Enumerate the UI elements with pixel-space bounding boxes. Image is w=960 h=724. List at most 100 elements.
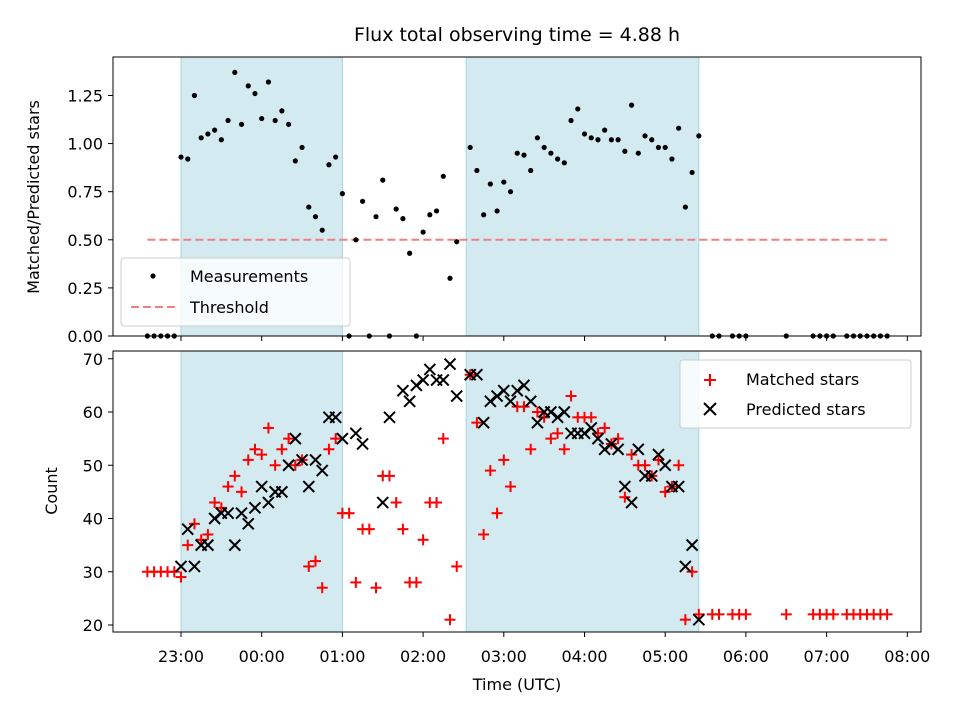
matched-star-point — [525, 443, 537, 455]
predicted-star-point — [329, 411, 342, 424]
matched-star-point — [478, 528, 490, 540]
predicted-star-point — [531, 416, 544, 429]
matched-star-point — [827, 608, 839, 620]
top-plot-frame — [112, 56, 922, 337]
matched-star-point — [168, 566, 180, 578]
matched-star-point — [289, 459, 301, 471]
predicted-star-point — [262, 496, 275, 509]
measurement-point — [635, 150, 641, 156]
measurement-point — [286, 121, 292, 127]
predicted-star-point — [174, 560, 188, 573]
predicted-star-point — [645, 469, 658, 483]
bottom-y-tick-label: 70 — [83, 350, 103, 369]
measurement-point — [514, 150, 520, 156]
predicted-star-point — [289, 432, 302, 445]
predicted-star-point — [349, 427, 363, 440]
bottom-y-tick-label: 40 — [83, 510, 103, 529]
predicted-star-point — [201, 538, 215, 552]
top-x-axis-ticks — [180, 336, 908, 341]
matched-star-point — [262, 422, 274, 434]
matched-star-point — [626, 449, 638, 461]
measurement-point — [595, 137, 601, 143]
matched-star-point — [545, 433, 557, 445]
measurement-point — [312, 214, 319, 220]
measurement-point — [359, 198, 366, 204]
matched-star-point — [316, 582, 328, 594]
measurement-point — [339, 191, 345, 197]
matched-star-point — [410, 576, 422, 588]
predicted-star-point — [228, 538, 242, 552]
bottom-legend: Matched stars Predicted stars — [679, 359, 912, 429]
matched-star-point — [195, 534, 207, 546]
matched-star-point — [350, 576, 362, 588]
predicted-star-point — [517, 379, 531, 392]
measurement-point — [474, 167, 480, 174]
bottom-legend-box — [679, 359, 912, 429]
predicted-star-point — [242, 517, 255, 531]
legend-predicted-label: Predicted stars — [746, 400, 866, 419]
predicted-star-point — [423, 363, 437, 376]
predicted-star-point — [692, 613, 706, 626]
matched-star-point — [209, 497, 221, 509]
top-y-tick-label: 1.25 — [67, 86, 103, 105]
predicted-star-point — [437, 373, 450, 387]
predicted-star-point — [302, 480, 315, 493]
matched-star-point — [202, 528, 214, 540]
top-y-tick-label: 0.75 — [67, 183, 103, 202]
matched-star-point — [652, 454, 664, 466]
measurement-point — [682, 204, 688, 210]
matched-star-point — [518, 401, 530, 413]
shaded-region-1 — [180, 350, 343, 633]
measurement-point — [534, 135, 541, 141]
measurement-point — [662, 144, 668, 151]
legend-matched-marker — [704, 374, 716, 386]
top-y-axis-label: Matched/Predicted stars — [24, 100, 43, 294]
x-tick-label: 08:00 — [884, 647, 930, 666]
matched-star-point — [269, 459, 281, 471]
matched-star-point — [188, 518, 200, 530]
predicted-star-point — [376, 496, 389, 509]
measurement-point — [696, 133, 702, 139]
measurement-point — [433, 208, 440, 214]
predicted-star-point — [403, 395, 416, 408]
predicted-star-point — [188, 560, 201, 573]
top-y-axis: 0.00 0.25 0.50 0.75 1.00 1.25 — [67, 86, 113, 346]
matched-star-point — [740, 608, 752, 620]
measurement-point — [427, 212, 433, 218]
measurement-point — [501, 179, 507, 185]
measurement-point — [642, 133, 648, 139]
predicted-star-point — [235, 506, 248, 520]
measurement-point — [454, 239, 460, 245]
matched-star-point — [585, 411, 597, 423]
matched-star-point — [484, 465, 496, 477]
measurement-point — [225, 117, 231, 124]
x-tick-label: 00:00 — [239, 647, 285, 666]
bottom-y-tick-label: 30 — [83, 563, 103, 582]
legend-measurements-marker — [150, 273, 156, 279]
matched-star-point — [498, 454, 510, 466]
predicted-star-point — [504, 395, 517, 408]
measurement-point — [232, 69, 238, 75]
matched-star-point — [343, 507, 355, 519]
measurement-point — [306, 204, 312, 210]
predicted-star-point — [443, 357, 457, 371]
bottom-x-axis: 23:00 00:00 01:00 02:00 03:00 04:00 05:00 06:00… — [158, 632, 930, 666]
matched-star-point — [229, 470, 241, 482]
x-tick-label: 07:00 — [804, 647, 850, 666]
predicted-star-point — [221, 506, 235, 520]
matched-star-point — [565, 390, 577, 402]
measurement-point — [265, 79, 272, 85]
matched-star-point — [222, 481, 234, 493]
measurement-point — [669, 156, 675, 162]
measurement-point — [299, 144, 305, 151]
matched-star-point — [397, 523, 409, 535]
measurement-point — [292, 158, 298, 164]
measurement-point — [373, 214, 379, 220]
measurement-point — [245, 83, 251, 89]
predicted-star-point — [450, 389, 463, 403]
measurement-point — [252, 90, 258, 97]
matched-star-point — [236, 486, 248, 498]
bottom-plot-frame — [112, 350, 922, 633]
x-tick-label: 04:00 — [561, 647, 607, 666]
